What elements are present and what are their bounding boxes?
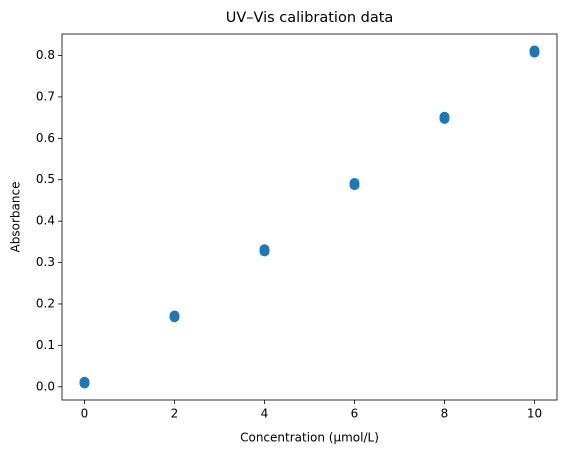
y-tick-label: 0.5 (36, 172, 55, 186)
y-axis-label: Absorbance (9, 182, 23, 253)
y-tick-label: 0.6 (36, 131, 55, 145)
y-tick-label: 0.8 (36, 48, 55, 62)
point (259, 244, 270, 255)
y-tick-label: 0.1 (36, 338, 55, 352)
x-tick-label: 4 (261, 407, 269, 421)
chart-title: UV–Vis calibration data (226, 10, 394, 26)
y-tick-label: 0.3 (36, 255, 55, 269)
x-tick-label: 6 (351, 407, 359, 421)
x-tick-label: 0 (81, 407, 89, 421)
point (349, 178, 360, 189)
x-tick-label: 10 (527, 407, 542, 421)
point (169, 310, 180, 321)
y-tick-label: 0.4 (36, 214, 55, 228)
point (529, 45, 540, 56)
plot-frame (61, 33, 558, 401)
point (79, 376, 90, 387)
y-tick-label: 0.2 (36, 296, 55, 310)
point (439, 111, 450, 122)
y-tick-label: 0.7 (36, 89, 55, 103)
x-axis-label: Concentration (µmol/L) (240, 431, 379, 445)
x-tick-label: 2 (171, 407, 179, 421)
y-tick-label: 0.0 (36, 379, 55, 393)
x-tick-label: 8 (441, 407, 449, 421)
